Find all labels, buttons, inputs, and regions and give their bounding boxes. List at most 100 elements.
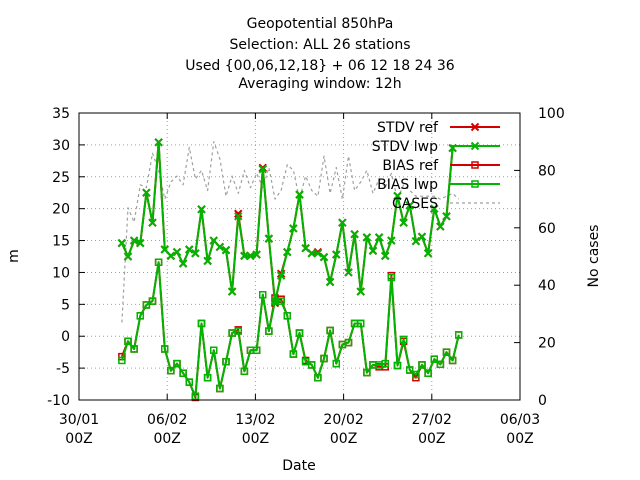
data-point-stdv-lwp — [307, 249, 316, 258]
y2-tick-label: 60 — [538, 221, 556, 237]
data-point-bias-lwp — [357, 319, 365, 328]
series-cases — [121, 141, 460, 323]
data-point-stdv-lwp — [166, 251, 176, 261]
legend-marker — [471, 180, 479, 188]
y-tick-label: 15 — [52, 234, 70, 250]
data-point-stdv-lwp — [227, 287, 237, 296]
title-line-1: Geopotential 850hPa — [246, 16, 394, 32]
x-tick-label-hour: 00Z — [65, 431, 92, 447]
x-tick-label: 06/03 — [500, 412, 540, 428]
data-point-stdv-lwp — [276, 271, 286, 280]
x-tick-label: 27/02 — [412, 412, 452, 428]
data-point-bias-lwp — [154, 258, 163, 266]
data-point-stdv-lwp — [356, 287, 365, 296]
data-point-bias-lwp — [326, 326, 334, 335]
y-tick-label: 0 — [61, 329, 70, 345]
data-point-bias-lwp — [295, 329, 304, 337]
title-line-3: Used {00,06,12,18} + 06 12 18 24 36 — [185, 58, 455, 74]
data-point-bias-lwp — [148, 297, 157, 305]
data-point-stdv-lwp — [374, 233, 384, 242]
x-tick-label-hour: 00Z — [418, 431, 445, 447]
title-line-4: Averaging window: 12h — [238, 76, 402, 92]
legend-item-stdv-ref: STDV ref — [377, 120, 500, 136]
data-point-stdv-lwp — [185, 245, 194, 254]
data-point-stdv-lwp — [172, 247, 182, 257]
data-point-stdv-lwp — [209, 236, 218, 245]
y-tick-label: 25 — [52, 170, 70, 186]
data-point-stdv-lwp — [264, 234, 274, 243]
y-tick-label: 20 — [52, 202, 70, 218]
data-point-stdv-lwp — [393, 191, 402, 201]
legend-item-bias-lwp: BIAS lwp — [377, 177, 500, 193]
data-point-stdv-lwp — [338, 218, 347, 227]
data-point-bias-lwp — [161, 345, 169, 353]
data-point-bias-lwp — [203, 373, 212, 382]
data-point-stdv-lwp — [240, 251, 249, 261]
data-point-bias-lwp — [259, 291, 267, 299]
data-point-stdv-lwp — [362, 233, 372, 242]
data-point-bias-lwp — [314, 373, 322, 382]
data-point-bias-lwp — [283, 312, 291, 320]
data-point-stdv-lwp — [436, 222, 445, 231]
legend-label: BIAS ref — [382, 158, 439, 174]
data-point-stdv-lwp — [136, 238, 145, 248]
data-point-bias-lwp — [399, 335, 408, 344]
data-point-stdv-lwp — [313, 249, 323, 258]
data-point-stdv-lwp — [252, 250, 261, 259]
data-point-stdv-lwp — [332, 250, 341, 259]
data-point-stdv-lwp — [442, 212, 451, 221]
data-point-bias-lwp — [430, 355, 438, 363]
data-point-bias-lwp — [136, 312, 144, 320]
data-point-stdv-lwp — [295, 190, 304, 199]
data-point-bias-lwp — [455, 331, 463, 339]
data-point-stdv-ref — [234, 209, 243, 218]
data-point-bias-lwp — [332, 359, 340, 368]
x-tick-label-hour: 00Z — [153, 431, 180, 447]
legend-label: STDV lwp — [372, 139, 438, 155]
series-bias-lwp — [118, 258, 463, 400]
x-axis-label: Date — [282, 458, 315, 474]
legend-marker — [470, 141, 480, 151]
data-point-stdv-lwp — [283, 247, 292, 257]
data-point-stdv-lwp — [368, 246, 378, 255]
data-point-stdv-lwp — [350, 229, 359, 239]
data-point-bias-lwp — [265, 327, 273, 335]
legend-item-stdv-lwp: STDV lwp — [372, 139, 500, 155]
data-point-bias-lwp — [363, 368, 371, 377]
data-point-bias-lwp — [387, 273, 396, 282]
data-point-bias-lwp — [418, 361, 426, 369]
data-point-stdv-lwp — [123, 252, 133, 261]
data-point-bias-lwp — [344, 338, 353, 347]
data-point-stdv-lwp — [203, 256, 212, 266]
data-point-stdv-lwp — [423, 249, 433, 258]
data-point-bias-lwp — [442, 348, 451, 356]
x-tick-label-hour: 00Z — [242, 431, 269, 447]
data-point-stdv-lwp — [325, 277, 335, 287]
y2-tick-label: 20 — [538, 336, 556, 352]
data-point-bias-lwp — [173, 359, 181, 368]
data-point-bias-lwp — [142, 301, 151, 309]
data-point-stdv-lwp — [142, 188, 151, 197]
data-point-stdv-lwp — [319, 252, 329, 262]
data-point-stdv-lwp — [215, 242, 225, 252]
y-tick-label: 10 — [52, 265, 70, 281]
x-tick-label: 30/01 — [59, 412, 99, 428]
data-point-bias-lwp — [320, 354, 328, 363]
x-tick-label-hour: 00Z — [330, 431, 357, 447]
data-point-bias-lwp — [393, 361, 402, 370]
data-point-stdv-lwp — [258, 164, 267, 174]
y2-axis-label: No cases — [586, 225, 602, 288]
data-point-bias-lwp — [277, 297, 285, 305]
data-point-bias-lwp — [185, 378, 193, 386]
data-point-stdv-lwp — [148, 218, 157, 227]
y2-tick-label: 100 — [538, 106, 565, 122]
legend-label: CASES — [392, 196, 438, 212]
data-point-bias-lwp — [179, 369, 187, 377]
axis-ticks: 30/01 00Z 06/02 00Z 13/02 00Z 20/02 00Z 27/02 00Z… — [47, 106, 565, 447]
data-point-stdv-lwp — [417, 232, 427, 241]
title-line-2: Selection: ALL 26 stations — [229, 37, 411, 53]
data-point-bias-lwp — [240, 367, 249, 376]
data-point-stdv-lwp — [191, 249, 200, 258]
data-point-bias-lwp — [436, 360, 445, 369]
